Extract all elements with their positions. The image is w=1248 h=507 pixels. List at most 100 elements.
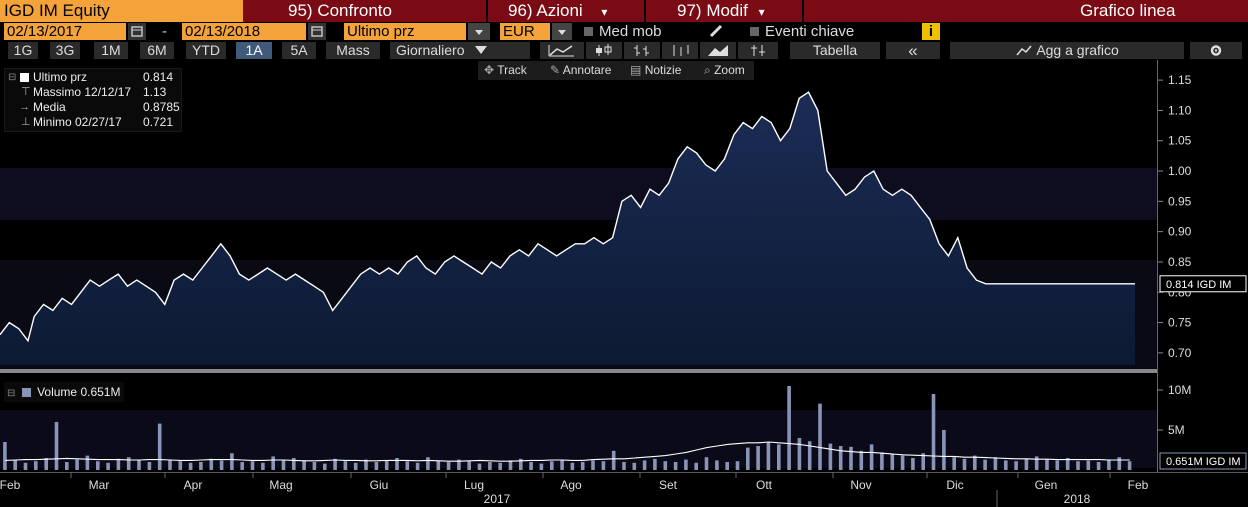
- track-button[interactable]: ✥ Track: [484, 61, 527, 80]
- volume-bar: [942, 430, 946, 470]
- chevron-down-icon: ▾: [601, 5, 608, 19]
- volume-bar: [570, 462, 575, 470]
- info-icon[interactable]: i: [922, 23, 940, 40]
- dropdown-arrow-icon[interactable]: [468, 23, 490, 40]
- volume-bar: [1096, 462, 1101, 470]
- volume-bar: [116, 458, 121, 470]
- volume-bar: [1034, 456, 1039, 470]
- tab-modify[interactable]: 97) Modif ▾: [677, 0, 807, 22]
- volume-bar: [931, 394, 936, 470]
- volume-bar: [983, 459, 987, 470]
- frequency-select[interactable]: Giornaliero: [390, 42, 530, 59]
- date-from-input[interactable]: 02/13/2017: [4, 23, 126, 40]
- calendar-icon[interactable]: [308, 23, 326, 40]
- calendar-icon[interactable]: [128, 23, 146, 40]
- volume-bar: [787, 386, 791, 470]
- moving-average-toggle[interactable]: Med mob: [584, 23, 694, 40]
- volume-bar: [281, 459, 286, 470]
- news-button[interactable]: ▤ Notizie: [630, 61, 681, 80]
- volume-bar: [642, 460, 647, 470]
- volume-legend: ⊟ Volume 0.651M: [4, 382, 124, 402]
- chart-settings-icon[interactable]: [738, 42, 778, 59]
- volume-bar: [673, 462, 678, 470]
- volume-bar: [343, 461, 348, 470]
- y-tick-label: 0.75: [1168, 316, 1192, 330]
- legend-avg-value: 0.8785: [143, 100, 180, 114]
- date-to-input[interactable]: 02/13/2018: [182, 23, 306, 40]
- volume-bar: [415, 462, 420, 470]
- volume-bar: [508, 460, 513, 470]
- period-1g[interactable]: 1G: [8, 42, 38, 59]
- volume-bar: [653, 458, 657, 470]
- key-events-label: Eventi chiave: [765, 23, 855, 40]
- volume-bar: [498, 462, 502, 470]
- period-1a[interactable]: 1A: [236, 42, 272, 59]
- volume-bar: [777, 444, 781, 470]
- period-ytd[interactable]: YTD: [186, 42, 226, 59]
- chart-add-icon: [1016, 45, 1032, 56]
- tab-compare-label: Confronto: [317, 1, 392, 20]
- volume-bar: [694, 462, 698, 470]
- period-5a[interactable]: 5A: [282, 42, 316, 59]
- tab-compare[interactable]: 95) Confronto: [288, 0, 458, 22]
- ohlc-chart-icon[interactable]: [662, 42, 698, 59]
- x-tick-label: Mar: [89, 478, 110, 492]
- period-max[interactable]: Mass: [326, 42, 380, 59]
- currency-select[interactable]: EUR: [500, 23, 550, 40]
- line-chart-icon[interactable]: [540, 42, 584, 59]
- volume-bar: [993, 457, 998, 470]
- header-divider: [486, 0, 488, 22]
- volume-bar: [1127, 461, 1132, 470]
- volume-bar: [312, 462, 317, 470]
- field-select[interactable]: Ultimo prz: [344, 23, 466, 40]
- volume-bar: [1117, 457, 1122, 470]
- zoom-button[interactable]: ⌕ Zoom: [704, 61, 745, 80]
- volume-bar: [818, 403, 822, 470]
- x-tick-label: Feb: [1128, 478, 1149, 492]
- volume-bar: [178, 461, 183, 470]
- pencil-icon[interactable]: [704, 23, 728, 40]
- volume-bar: [240, 462, 244, 470]
- period-6m[interactable]: 6M: [140, 42, 174, 59]
- legend-min-label: Minimo 02/27/17: [33, 115, 122, 129]
- key-events-toggle[interactable]: Eventi chiave: [750, 23, 910, 40]
- collapse-button[interactable]: «: [886, 42, 940, 59]
- candle-chart-icon[interactable]: [586, 42, 622, 59]
- volume-bar: [746, 447, 750, 470]
- legend-max-label: Massimo 12/12/17: [33, 85, 132, 99]
- annotate-button[interactable]: ✎ Annotare: [550, 61, 611, 80]
- table-button[interactable]: Tabella: [790, 42, 880, 59]
- y-tick-label: 0.85: [1168, 255, 1192, 269]
- year-label: 2018: [1064, 492, 1091, 506]
- volume-bar: [374, 462, 379, 470]
- mountain-chart-icon[interactable]: [700, 42, 736, 59]
- volume-bar: [519, 458, 523, 470]
- expand-icon[interactable]: ⊟: [8, 72, 17, 83]
- tab-actions[interactable]: 96) Azioni ▾: [508, 0, 643, 22]
- news-label: Notizie: [644, 63, 682, 77]
- volume-bar: [292, 458, 296, 470]
- dropdown-arrow-icon[interactable]: [552, 23, 572, 40]
- legend-last-label: Ultimo prz: [33, 70, 88, 84]
- volume-bar: [591, 460, 595, 470]
- period-3g[interactable]: 3G: [50, 42, 80, 59]
- y-tick-label: 0.70: [1168, 346, 1192, 360]
- volume-bar: [106, 462, 110, 470]
- ticker-label[interactable]: IGD IM Equity: [0, 0, 243, 22]
- volume-bar: [395, 458, 399, 470]
- volume-bar: [838, 446, 843, 470]
- bar-chart-icon[interactable]: [624, 42, 660, 59]
- volume-bar: [890, 454, 895, 470]
- volume-bar: [467, 461, 471, 470]
- add-to-chart-button[interactable]: Agg a grafico: [950, 42, 1184, 59]
- volume-bar: [157, 423, 162, 470]
- volume-bar: [147, 462, 152, 470]
- expand-icon[interactable]: ⊟: [7, 388, 16, 399]
- tab-actions-label: Azioni: [536, 1, 583, 20]
- crosshair-icon: ✥: [484, 63, 495, 77]
- gear-icon[interactable]: [1190, 42, 1242, 59]
- volume-bar: [725, 462, 729, 470]
- x-tick-label: Giu: [370, 478, 389, 492]
- period-1m[interactable]: 1M: [94, 42, 128, 59]
- volume-bar: [704, 457, 709, 470]
